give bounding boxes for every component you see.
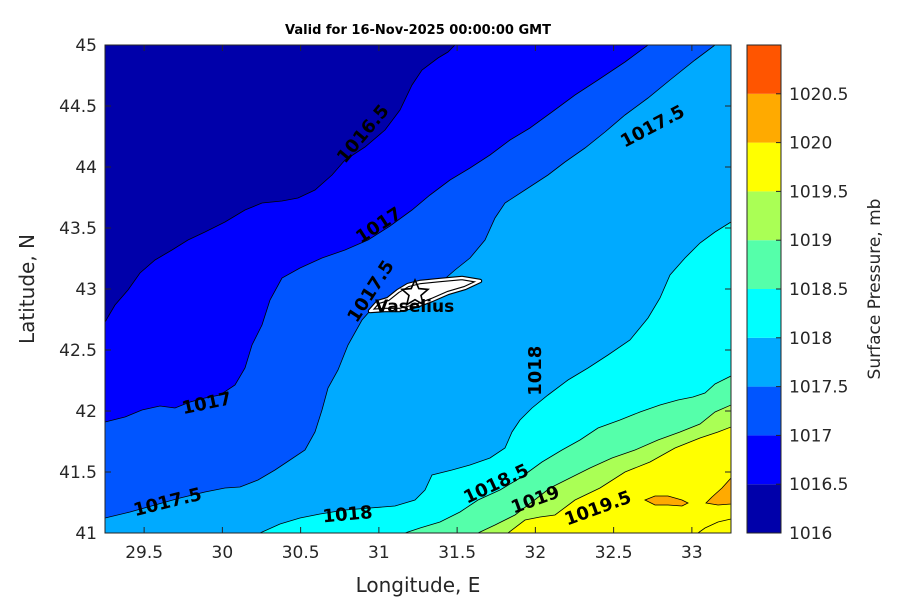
x-tick-label: 30.5: [282, 543, 320, 563]
colorbar-tick-label: 1017: [789, 426, 832, 446]
colorbar-swatch: [747, 93, 781, 143]
colorbar-swatch: [747, 337, 781, 387]
y-tick-label: 42: [75, 402, 97, 422]
colorbar-swatch: [747, 484, 781, 533]
star-icon: [400, 278, 430, 307]
contour-label: 1018: [525, 346, 546, 396]
x-tick-label: 32: [525, 543, 547, 563]
y-axis: 41 41.5 42 42.5 43 43.5 44 44.5 45: [59, 36, 731, 544]
x-tick-label: 30: [212, 543, 234, 563]
colorbar-swatch: [747, 435, 781, 485]
contour-field: [105, 45, 731, 533]
colorbar-tick-label: 1016.5: [789, 475, 848, 495]
y-tick-label: 42.5: [59, 341, 97, 361]
y-tick-label: 43.5: [59, 219, 97, 239]
colorbar-tick-label: 1016: [789, 524, 832, 544]
chart-title: Valid for 16-Nov-2025 00:00:00 GMT: [285, 23, 551, 38]
colorbar-swatch: [747, 142, 781, 192]
colorbar-swatch: [747, 240, 781, 289]
y-tick-label: 41: [75, 524, 97, 544]
colorbar-tick-label: 1020.5: [789, 85, 848, 105]
colorbar-tick-label: 1020: [789, 134, 832, 154]
colorbar-label: Surface Pressure, mb: [865, 199, 885, 380]
x-tick-label: 31: [368, 543, 390, 563]
x-tick-label: 32.5: [595, 543, 633, 563]
contour-band-1020-island: [644, 495, 689, 507]
y-tick-label: 41.5: [59, 463, 97, 483]
coastline-fill: [368, 276, 482, 313]
contour-band-1020-edge: [705, 477, 731, 506]
colorbar-tick-label: 1018: [789, 329, 832, 349]
colorbar-tick-label: 1019: [789, 231, 832, 251]
contour-band-1019-5: [507, 426, 731, 533]
place-marker: Vaselius: [367, 275, 483, 317]
colorbar: 1016 1016.5 1017 1017.5 1018 1018.5 1019 1019.5…: [746, 44, 848, 544]
x-tick-label: 31.5: [438, 543, 476, 563]
colorbar-tick-label: 1017.5: [789, 378, 848, 398]
x-axis-label: Longitude, E: [356, 573, 481, 597]
colorbar-swatch: [747, 386, 781, 436]
y-tick-label: 45: [75, 36, 97, 56]
x-axis: 29.5 30 30.5 31 31.5 32 32.5 33: [125, 45, 703, 563]
y-tick-label: 44: [75, 158, 97, 178]
contour-line-1020-edge: [697, 518, 731, 533]
y-axis-label: Latitude, N: [15, 234, 39, 344]
colorbar-swatch: [747, 45, 781, 94]
contour-label: 1018: [322, 502, 374, 527]
place-name: Vaselius: [375, 297, 454, 317]
colorbar-swatch: [747, 191, 781, 241]
y-tick-label: 44.5: [59, 97, 97, 117]
colorbar-swatch: [747, 289, 781, 338]
y-tick-label: 43: [75, 280, 97, 300]
x-tick-label: 29.5: [125, 543, 163, 563]
colorbar-tick-label: 1018.5: [789, 280, 848, 300]
x-tick-label: 33: [681, 543, 703, 563]
colorbar-tick-label: 1019.5: [789, 182, 848, 202]
